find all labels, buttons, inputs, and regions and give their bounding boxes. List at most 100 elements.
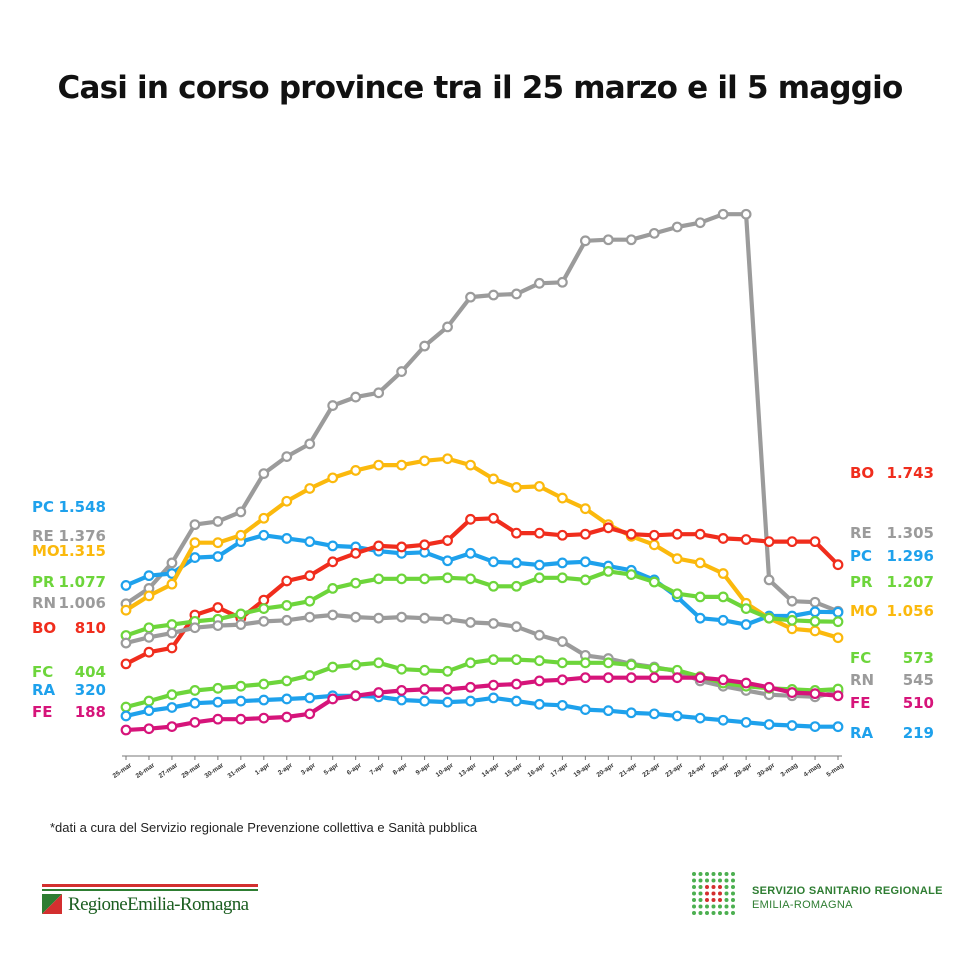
point-fe-27-mar [166,721,178,732]
point-rn-10-apr [442,613,453,625]
x-tick-label-9-apr: 9-apr [415,762,432,777]
point-fe-4-mag [809,688,821,700]
x-tick-label-21-apr: 21-apr [618,762,638,779]
point-mo-15-apr [511,482,522,493]
point-bo-27-mar [166,642,178,654]
point-pc-16-apr [534,559,545,571]
point-re-6-apr [350,391,362,403]
point-fc-19-apr [579,657,591,669]
point-re-27-mar [166,557,178,569]
point-pc-24-apr [694,612,706,624]
point-fc-15-apr [511,654,522,666]
point-re-29-mar [189,519,201,531]
point-mo-6-apr [350,465,362,476]
point-re-19-apr [579,235,591,247]
x-tick-label-25-mar: 25-mar [112,762,134,780]
point-fe-22-apr [648,672,660,684]
point-bo-17-apr [556,529,568,541]
x-tick-label-30-mar: 30-mar [204,762,226,780]
point-pc-13-apr [465,547,476,559]
point-fc-6-apr [350,659,362,671]
point-fc-31-mar [235,680,247,692]
point-re-1-apr [258,468,270,480]
x-tick-label-23-apr: 23-apr [664,762,684,779]
point-ra-14-apr [488,692,499,704]
point-bo-15-apr [511,527,522,539]
series-line-bo [123,516,841,667]
label-end-name-ra: RA [850,724,874,742]
point-bo-26-apr [717,533,729,544]
point-rn-16-apr [534,629,545,641]
point-mo-26-mar [143,590,155,602]
point-fe-25-mar [120,724,132,736]
point-mo-4-mag [809,625,821,637]
point-fe-23-apr [671,672,683,684]
point-bo-10-apr [442,535,453,546]
point-mo-31-mar [235,529,247,541]
point-re-8-apr [396,366,408,377]
point-pc-26-apr [717,614,729,626]
x-tick-label-14-apr: 14-apr [481,762,501,779]
point-re-3-mag [786,595,798,607]
series-lines [120,208,844,736]
point-pc-19-apr [579,556,591,568]
point-mo-10-apr [442,453,453,465]
label-end-name-re: RE [850,524,872,542]
point-fc-9-apr [419,664,430,676]
point-rn-13-apr [465,617,476,628]
point-pr-13-apr [465,573,476,585]
point-re-30-apr [763,574,775,586]
point-rn-27-mar [166,627,178,639]
point-mo-14-apr [488,473,499,485]
point-pr-10-apr [442,572,453,584]
regione-flag-icon [42,894,62,914]
point-rn-25-mar [120,637,132,649]
x-tick-label-1-apr: 1-apr [254,762,271,777]
point-pr-17-apr [556,572,568,584]
point-fc-13-apr [465,657,476,669]
point-bo-26-mar [143,646,155,658]
point-rn-2-apr [281,614,293,626]
point-bo-9-apr [419,539,430,551]
point-fe-26-apr [717,674,729,686]
label-end-value-fe: 510 [903,694,934,712]
point-pr-16-apr [534,572,545,584]
point-fe-17-apr [556,674,568,686]
logo-line-1: SERVIZIO SANITARIO REGIONALE [752,885,943,897]
point-pc-5-apr [327,540,339,552]
point-ra-24-apr [694,712,706,724]
point-re-2-apr [281,451,293,462]
point-fc-20-apr [602,657,614,669]
series-line-ra [123,693,841,729]
point-mo-5-apr [327,472,339,484]
point-pr-5-mag [832,616,844,628]
point-re-23-apr [671,221,683,233]
point-fe-6-apr [350,690,362,702]
point-ra-4-mag [809,721,821,732]
label-start-value-bo: 810 [75,619,106,637]
point-pc-4-mag [809,606,821,618]
point-bo-25-mar [120,658,132,670]
point-pr-3-apr [304,595,316,607]
x-tick-label-27-mar: 27-mar [158,762,180,780]
point-bo-13-apr [465,513,476,525]
point-fe-16-apr [534,675,545,687]
point-pr-7-apr [373,573,385,585]
point-mo-1-apr [258,512,270,524]
point-fe-13-apr [465,681,476,693]
label-start-name-re: RE [32,527,54,545]
point-ra-2-apr [281,693,293,705]
point-bo-30-mar [212,602,224,613]
point-re-16-apr [534,277,545,289]
point-bo-3-apr [304,570,316,582]
point-fe-1-apr [258,712,270,724]
point-ra-1-apr [258,694,270,706]
point-pr-19-apr [579,574,591,586]
x-tick-label-17-apr: 17-apr [550,762,570,779]
label-end-value-rn: 545 [903,671,934,689]
point-pr-20-apr [602,566,614,577]
point-ra-13-apr [465,695,476,707]
point-ra-30-apr [763,719,775,730]
x-tick-label-13-apr: 13-apr [458,762,478,779]
point-pr-6-apr [350,577,362,589]
